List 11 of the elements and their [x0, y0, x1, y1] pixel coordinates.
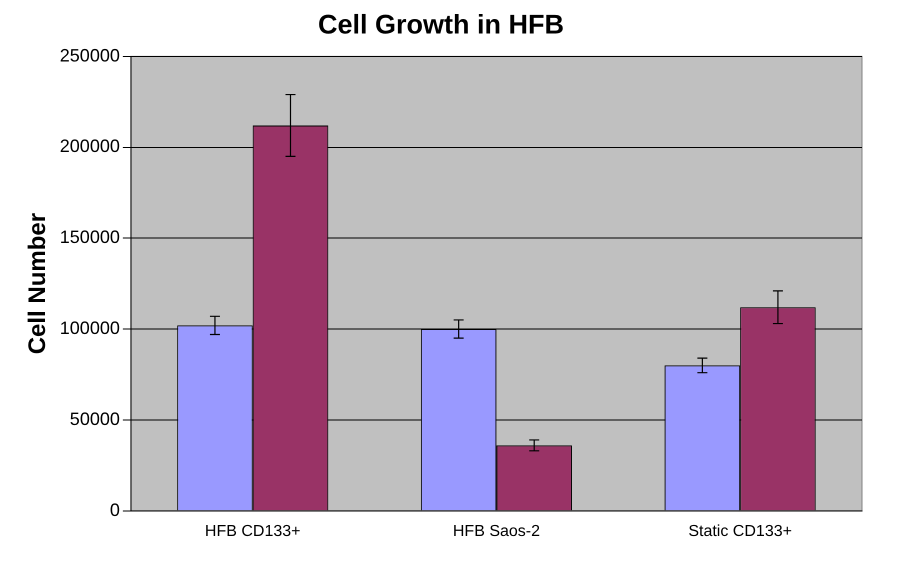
y-tick-label: 250000 [60, 45, 120, 66]
x-tick-label: HFB CD133+ [204, 522, 301, 540]
x-tick-label: Static CD133+ [688, 522, 792, 540]
y-tick-label: 150000 [60, 227, 120, 248]
y-tick-label: 200000 [60, 136, 120, 156]
y-axis-title: Cell Number [24, 212, 52, 354]
y-tick-label: 50000 [70, 408, 120, 429]
y-tick-label: 100000 [60, 318, 120, 338]
x-tick-label: HFB Saos-2 [452, 522, 540, 540]
chart-title: Cell Growth in HFB [318, 10, 564, 40]
y-tick-label: 0 [110, 500, 120, 520]
